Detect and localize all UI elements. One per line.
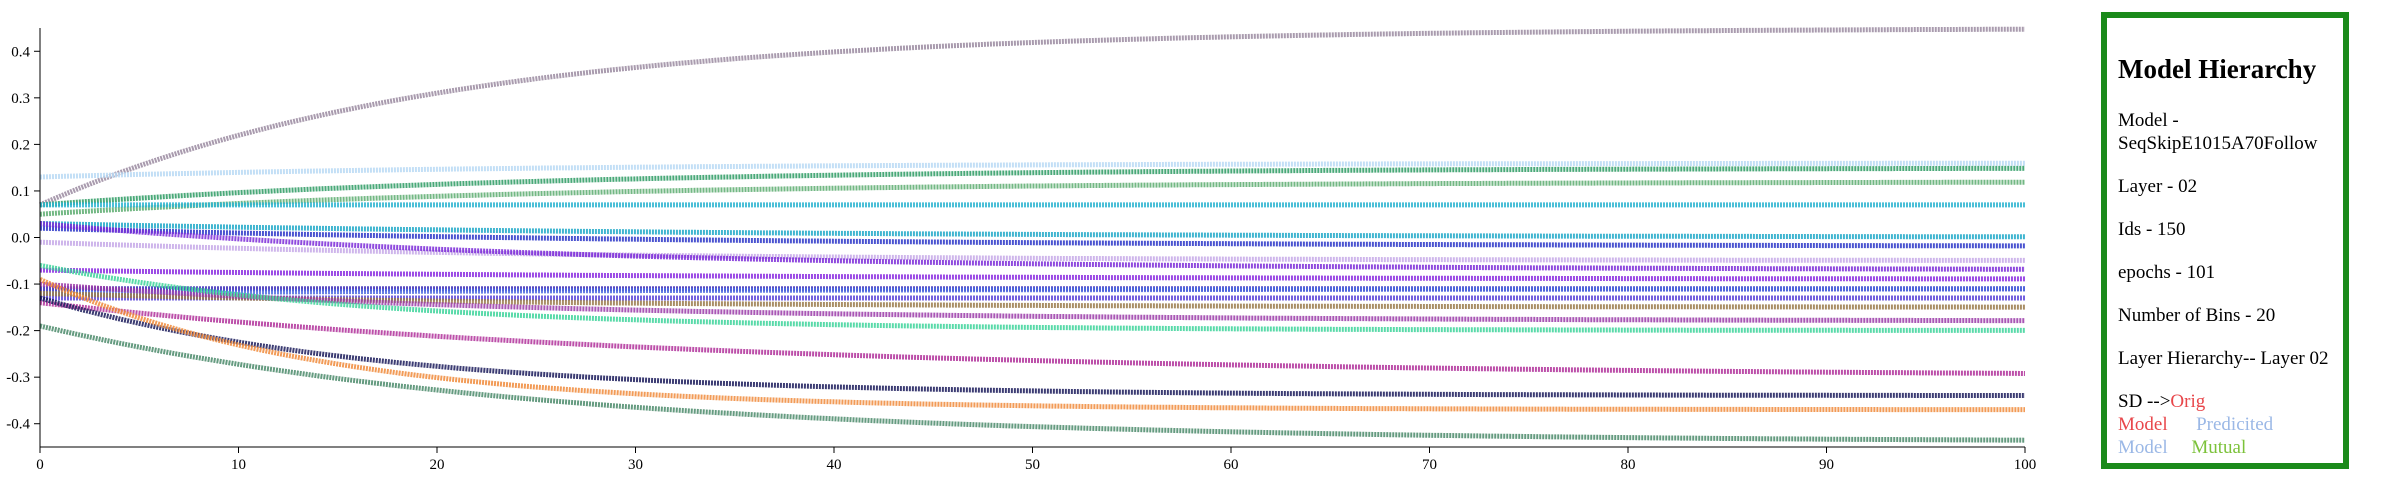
series-line-5 [39, 221, 2025, 240]
x-tick-label-0: 0 [36, 457, 44, 470]
y-tick-label-1: 0.3 [11, 91, 30, 107]
panel-content: Model Hierarchy Model - SeqSkipE1015A70F… [2118, 54, 2337, 479]
sd-orig-model: Orig Model [2118, 391, 2206, 435]
x-tick-label-4: 40 [827, 457, 842, 470]
series-line-2 [39, 165, 2026, 208]
sd-mutual: Mutual [2191, 437, 2247, 458]
x-tick-label-10: 100 [2014, 457, 2037, 470]
series-line-19 [39, 323, 2026, 443]
panel-title: Model Hierarchy [2118, 54, 2317, 84]
series-line-15 [39, 262, 2025, 333]
y-tick-label-3: 0.1 [11, 184, 30, 200]
y-tick-label-8: -0.4 [6, 417, 30, 433]
series-line-1 [39, 160, 2025, 180]
axes-layer: 0 10 20 30 40 50 60 70 80 90 100 0.4 0.3 0.2 0.1 0.0 -0.… [6, 28, 2036, 470]
series-layer [38, 26, 2026, 443]
x-tick-label-9: 90 [1819, 457, 1834, 470]
x-tick-label-7: 70 [1422, 457, 1437, 470]
sd-legend: SD -->Orig Model Predicited Model Mutual [2118, 390, 2337, 459]
x-tick-label-3: 30 [628, 457, 643, 470]
x-tick-label-5: 50 [1025, 457, 1040, 470]
series-line-8 [39, 221, 2025, 272]
series-line-7 [39, 239, 2025, 263]
sd-prefix: SD --> [2118, 391, 2171, 412]
y-tick-label-5: -0.1 [6, 277, 30, 293]
model-hierarchy-panel: Model Hierarchy Model - SeqSkipE1015A70F… [2101, 12, 2349, 469]
series-line-14 [39, 281, 2025, 324]
y-tick-label-2: 0.2 [11, 137, 30, 153]
series-line-18 [38, 277, 2025, 413]
y-tick-label-0: 0.4 [11, 44, 30, 60]
epochs-label: epochs - 101 [2118, 262, 2216, 283]
line-chart: 0 10 20 30 40 50 60 70 80 90 100 0.4 0.3 0.2 0.1 0.0 -0.… [6, 26, 2036, 470]
x-tick-label-2: 20 [430, 457, 445, 470]
series-line-16 [39, 300, 2026, 376]
bins-label: Number of Bins - 20 [2118, 305, 2276, 326]
series-line-0 [39, 26, 2026, 208]
y-tick-label-7: -0.3 [6, 370, 30, 386]
ids-label: Ids - 150 [2118, 219, 2186, 240]
y-tick-label-6: -0.2 [6, 324, 30, 340]
x-tick-label-1: 10 [231, 457, 246, 470]
series-line-17 [39, 295, 2025, 398]
x-tick-label-6: 60 [1224, 457, 1239, 470]
series-line-12 [39, 286, 2025, 296]
x-tick-label-8: 80 [1621, 457, 1636, 470]
series-line-9 [39, 267, 2025, 282]
series-line-3 [39, 179, 2026, 217]
series-line-6 [39, 225, 2025, 249]
model-name: Model - SeqSkipE1015A70Follow [2118, 110, 2318, 154]
y-tick-label-4: 0.0 [11, 231, 30, 247]
sd-predicted-model: Predicited Model [2118, 414, 2274, 458]
layer-label: Layer - 02 [2118, 176, 2198, 197]
hierarchy-label: Layer Hierarchy-- Layer 02 [2118, 348, 2329, 369]
